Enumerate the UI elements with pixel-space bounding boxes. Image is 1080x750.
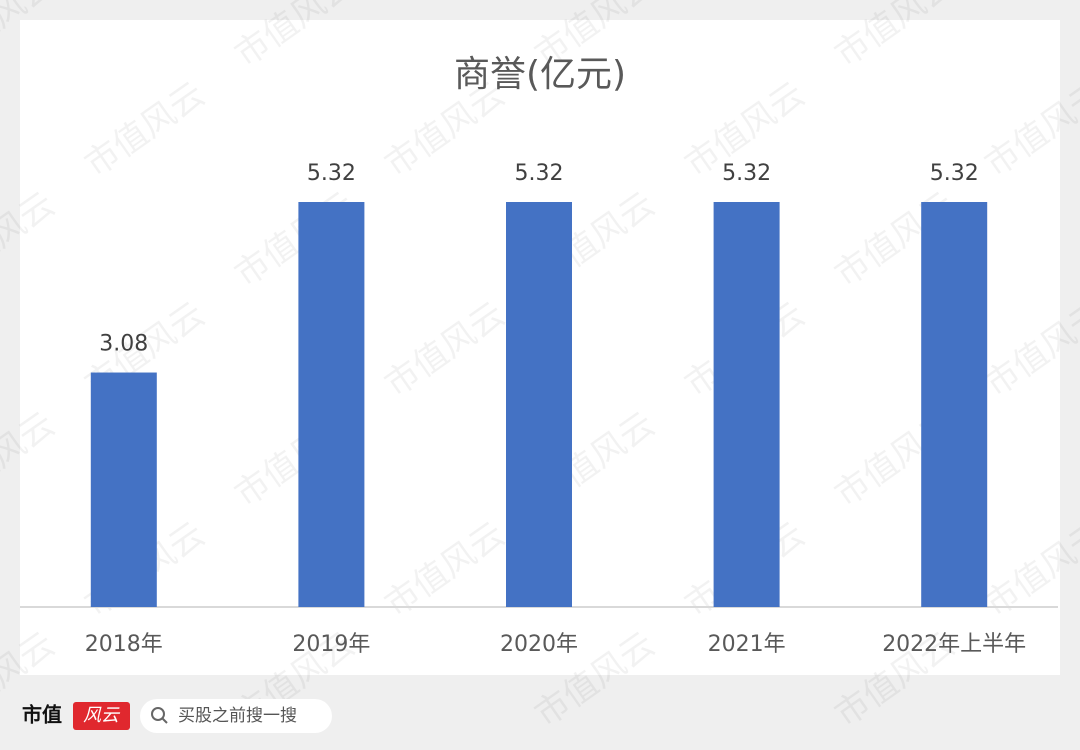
bar xyxy=(506,202,572,607)
data-label: 5.32 xyxy=(515,161,564,186)
bar xyxy=(298,202,365,607)
x-tick-label: 2018年 xyxy=(85,632,163,657)
footer-logo-badge xyxy=(73,702,130,730)
x-tick-label: 2022年上半年 xyxy=(882,632,1026,657)
footer-logo: 风云 xyxy=(83,705,121,726)
data-label: 3.08 xyxy=(99,332,148,357)
x-tick-label: 2020年 xyxy=(500,632,578,657)
search-pill[interactable] xyxy=(140,699,332,733)
chart-title: 商誉(亿元) xyxy=(454,54,626,95)
data-label: 5.32 xyxy=(722,161,771,186)
bar xyxy=(921,202,988,607)
footer-brand: 市值 xyxy=(22,703,62,727)
data-label: 5.32 xyxy=(930,161,979,186)
bar xyxy=(90,372,157,607)
data-label: 5.32 xyxy=(307,161,356,186)
x-tick-label: 2019年 xyxy=(292,632,370,657)
search-icon-handle xyxy=(161,717,168,724)
bar xyxy=(713,202,780,607)
x-tick-label: 2021年 xyxy=(708,632,786,657)
search-icon xyxy=(151,707,165,721)
search-text: 买股之前搜一搜 xyxy=(178,706,297,726)
